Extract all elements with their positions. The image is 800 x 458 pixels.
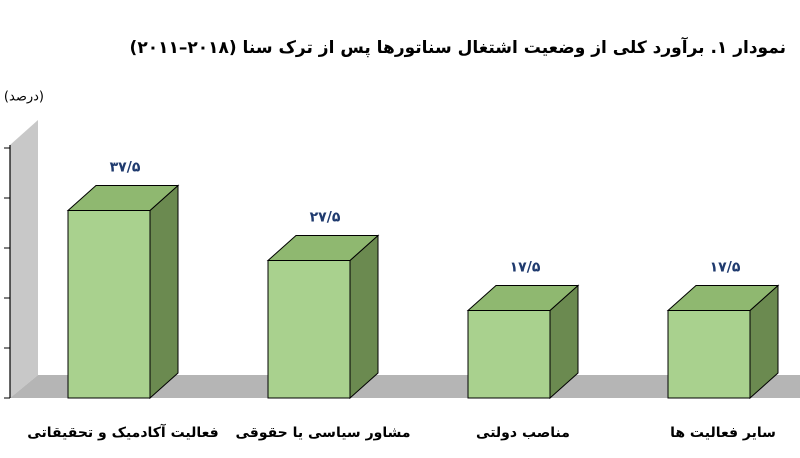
x-tick-label: سایر فعالیت ها (670, 425, 776, 441)
y-axis-label: (درصد) (4, 90, 44, 105)
value-label: ۱۷/۵ (710, 260, 741, 276)
chart-title: نمودار ۱. برآورد کلی از وضعیت اشتغال سنا… (130, 36, 786, 58)
x-tick-label: فعالیت آکادمیک و تحقیقاتی (27, 423, 218, 441)
value-label: ۱۷/۵ (510, 260, 541, 276)
bar (67, 210, 151, 399)
bar (267, 260, 351, 399)
bar (667, 310, 751, 399)
value-label: ۳۷/۵ (110, 160, 141, 176)
value-label: ۲۷/۵ (310, 210, 341, 226)
x-tick-label: مناصب دولتی (476, 425, 570, 441)
bar (467, 310, 551, 399)
floor (10, 375, 800, 398)
back-wall (10, 120, 38, 398)
bar-side (349, 234, 379, 400)
bar-side (149, 184, 179, 400)
x-tick-label: مشاور سیاسی یا حقوقی (235, 425, 410, 441)
